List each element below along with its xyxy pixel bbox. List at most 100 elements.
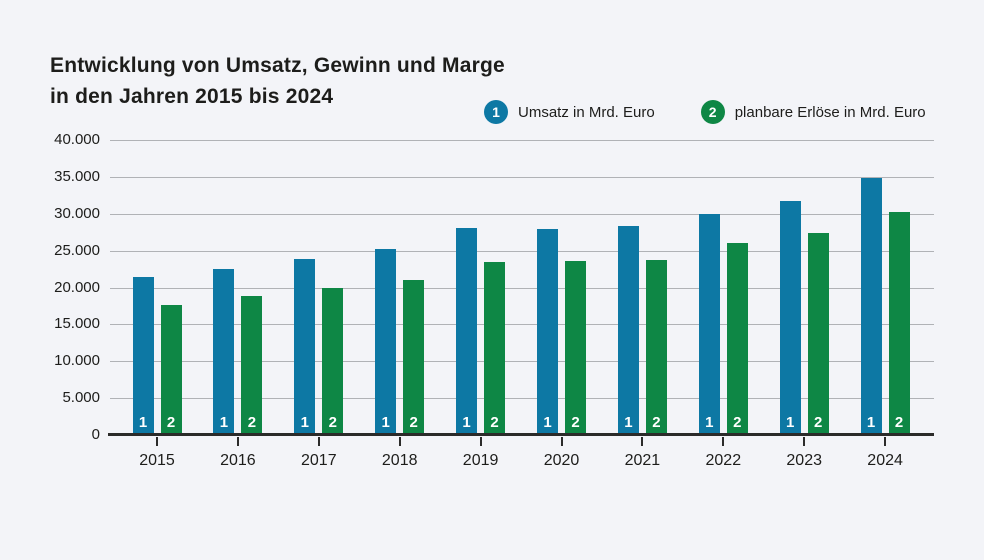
bar-erloese: 2 (241, 296, 263, 435)
x-axis-label: 2023 (786, 452, 822, 469)
bar-marker-label: 1 (705, 414, 714, 431)
y-axis-tick-label: 0 (91, 426, 100, 443)
y-axis-tick-label: 5.000 (62, 389, 100, 407)
bar-umsatz: 1 (132, 277, 154, 435)
legend-label-erloese: planbare Erlöse in Mrd. Euro (734, 103, 926, 121)
bar-umsatz: 1 (698, 213, 720, 435)
bar-marker-label: 2 (652, 414, 661, 431)
x-axis-tick (560, 437, 563, 446)
gridline (110, 250, 934, 252)
x-axis-tick (641, 437, 644, 446)
bar-marker-label: 1 (866, 414, 876, 431)
x-axis-tick (317, 437, 320, 446)
legend-item-umsatz: 1 Umsatz in Mrd. Euro (484, 100, 655, 124)
bar-erloese: 2 (726, 243, 748, 435)
gridline (110, 213, 934, 215)
gridline (110, 176, 934, 178)
x-axis-tick (479, 437, 482, 446)
bar-umsatz: 1 (294, 258, 316, 435)
chart-title: Entwicklung von Umsatz, Gewinn und Marge… (50, 50, 505, 112)
bar-umsatz: 1 (537, 229, 558, 435)
x-axis-label: 2019 (462, 452, 499, 469)
y-axis-tick-label: 15.000 (54, 315, 100, 333)
legend-marker-2-icon: 2 (700, 100, 725, 124)
x-axis-tick (156, 437, 158, 446)
bar-marker-label: 1 (219, 414, 229, 431)
gridline (110, 140, 934, 141)
bar-marker-label: 1 (300, 414, 309, 431)
bar-erloese: 2 (160, 304, 182, 435)
bar-umsatz: 1 (456, 227, 478, 435)
x-axis-label: 2021 (624, 452, 661, 469)
legend: 1 Umsatz in Mrd. Euro 2 planbare Erlöse … (484, 100, 926, 124)
bar-marker-label: 2 (490, 414, 499, 431)
gridline (110, 361, 934, 363)
x-axis-tick (722, 437, 725, 446)
legend-item-erloese: 2 planbare Erlöse in Mrd. Euro (700, 100, 926, 124)
chart-title-line-2: in den Jahren 2015 bis 2024 (50, 85, 334, 108)
bar-erloese: 2 (645, 259, 667, 435)
x-axis-label: 2018 (381, 452, 418, 469)
y-axis-tick-label: 25.000 (54, 241, 100, 259)
x-axis-tick (236, 437, 239, 446)
x-axis-tick (884, 437, 887, 446)
bar-umsatz: 1 (860, 178, 882, 435)
y-axis-tick-label: 35.000 (54, 167, 100, 185)
bar-marker-label: 1 (543, 414, 552, 431)
bar-marker-label: 1 (624, 414, 633, 431)
gridline (110, 287, 934, 289)
x-axis-label: 2015 (139, 452, 175, 469)
legend-label-umsatz: Umsatz in Mrd. Euro (518, 103, 655, 121)
bar-umsatz: 1 (779, 200, 801, 435)
bar-erloese: 2 (403, 280, 425, 435)
y-axis-tick-label: 20.000 (54, 278, 100, 296)
bar-marker-label: 2 (571, 414, 580, 431)
bar-marker-label: 2 (166, 414, 176, 431)
plot-area: 1 2 2015 1 2 2016 1 2 2017 1 2 2018 1 2 2019 1 2 2020 1 2 20… (108, 140, 934, 469)
bar-marker-label: 2 (328, 414, 337, 431)
bar-erloese: 2 (322, 287, 344, 435)
bar-marker-label: 2 (409, 414, 418, 431)
chart-title-line-1: Entwicklung von Umsatz, Gewinn und Marge (50, 54, 505, 77)
bar-marker-label: 1 (138, 414, 148, 431)
gridline (110, 398, 934, 400)
bar-erloese: 2 (565, 261, 586, 435)
x-axis-label: 2016 (220, 452, 256, 469)
bar-marker-label: 2 (733, 414, 742, 431)
bar-marker-label: 2 (894, 414, 904, 431)
y-axis-tick-label: 30.000 (54, 204, 100, 222)
bar-umsatz: 1 (375, 249, 397, 435)
bar-marker-label: 2 (814, 414, 823, 431)
bar-umsatz: 1 (213, 269, 235, 435)
x-axis-label: 2017 (301, 452, 337, 469)
bar-marker-label: 2 (247, 414, 257, 431)
bar-umsatz: 1 (617, 225, 639, 435)
y-axis-tick-label: 10.000 (54, 352, 100, 370)
x-axis-line (108, 433, 934, 436)
x-axis-label: 2020 (543, 452, 580, 469)
bar-erloese: 2 (888, 211, 910, 435)
bar-marker-label: 1 (786, 414, 795, 431)
x-axis-label: 2022 (705, 452, 742, 469)
x-axis-tick (398, 437, 401, 446)
x-axis-label: 2024 (867, 452, 903, 469)
bar-erloese: 2 (807, 232, 829, 435)
bar-erloese: 2 (484, 262, 506, 435)
bar-marker-label: 1 (462, 414, 471, 431)
gridline (110, 324, 934, 326)
x-axis-tick (803, 437, 806, 446)
legend-marker-1-icon: 1 (484, 100, 508, 124)
y-axis-tick-label: 40.000 (54, 131, 100, 148)
y-axis: 40.000 35.000 30.000 25.000 20.000 15.000 10.0… (16, 131, 100, 443)
